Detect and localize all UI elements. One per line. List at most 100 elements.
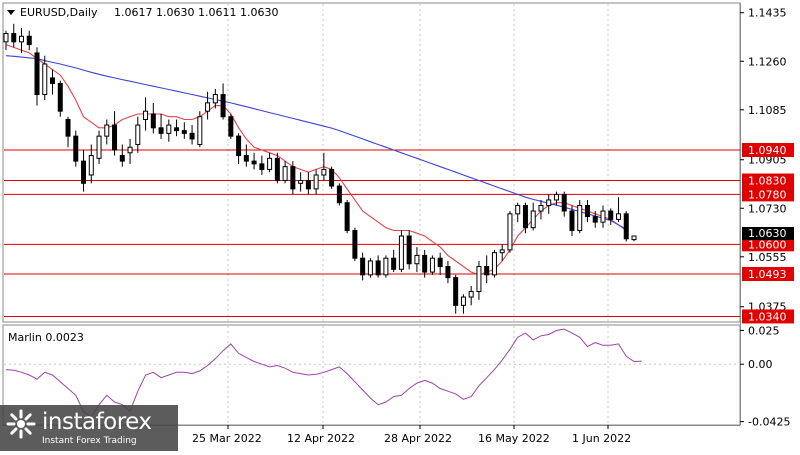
candle-body-5 (42, 63, 48, 96)
price-tick-label-4: 1.0730 (748, 202, 787, 215)
level-label-box-2 (742, 187, 794, 202)
candle-body-15 (119, 155, 125, 162)
ma-fast-line (5, 44, 627, 276)
candle-body-7 (57, 82, 63, 112)
level-label-box-3 (742, 237, 794, 252)
osc-tick-label-0: 0.025 (748, 324, 780, 337)
candle-body-49 (383, 257, 389, 276)
candle-body-55 (429, 257, 435, 273)
price-tick-label-2: 1.1085 (748, 104, 787, 117)
candle-body-9 (73, 135, 79, 162)
osc-tick-label-1: 0.00 (748, 358, 773, 371)
price-tick-label-0: 1.1435 (748, 7, 787, 20)
candle-body-34 (267, 157, 273, 170)
candle-body-41 (321, 168, 327, 176)
marlin-oscillator (4, 328, 740, 418)
candle-body-69 (538, 204, 544, 212)
candle-body-52 (406, 235, 412, 265)
level-label-4: 1.0493 (748, 268, 787, 281)
candle-body-39 (305, 180, 311, 190)
candle-body-51 (398, 235, 404, 270)
price-tick-label-5: 1.0555 (748, 251, 787, 264)
candle-body-8 (65, 119, 71, 137)
current-price-box: 1.0630 (742, 227, 794, 240)
level-label-0: 1.0940 (748, 144, 787, 157)
candle-body-78 (608, 210, 614, 220)
candle-body-14 (112, 124, 118, 151)
level-label-1: 1.0830 (748, 175, 787, 188)
candle-body-20 (158, 127, 164, 134)
candle-body-27 (212, 94, 218, 104)
candle-body-40 (313, 174, 319, 190)
candle-body-16 (127, 146, 133, 154)
candle-body-6 (50, 77, 56, 84)
candle-body-77 (600, 210, 606, 223)
candle-body-81 (631, 235, 637, 241)
candle-body-3 (26, 35, 32, 46)
candle-body-33 (259, 163, 265, 170)
price-tick-label-1: 1.1260 (748, 55, 787, 68)
candle-body-12 (96, 135, 102, 159)
candle-body-71 (553, 193, 559, 201)
level-label-box-5 (742, 309, 794, 324)
moving-averages (5, 44, 627, 276)
candle-body-47 (367, 260, 373, 276)
triangle-down-icon[interactable] (7, 10, 15, 15)
candle-body-21 (166, 124, 172, 134)
level-lines (4, 149, 740, 317)
candle-body-24 (189, 132, 195, 140)
candle-body-63 (491, 252, 497, 276)
candle-body-74 (577, 204, 583, 231)
current-price-label: 1.0630 (748, 227, 787, 240)
watermark-brand: instaforex (42, 409, 152, 435)
candle-body-31 (243, 155, 249, 162)
watermark-tagline: Instant Forex Trading (42, 436, 137, 446)
date-tick-label-0: 25 Mar 2022 (192, 432, 262, 445)
ohlc-readout: 1.0617 1.0630 1.0611 1.0630 (114, 6, 278, 19)
candle-body-37 (290, 166, 296, 190)
level-label-5: 1.0340 (748, 310, 787, 323)
candle-body-67 (522, 204, 528, 229)
candle-body-42 (329, 168, 335, 187)
candle-body-61 (476, 266, 482, 292)
candle-body-43 (336, 185, 342, 204)
candle-body-30 (236, 135, 242, 157)
level-label-3: 1.0600 (748, 238, 787, 251)
candle-body-38 (298, 180, 304, 184)
candle-body-13 (104, 124, 110, 137)
candle-body-1 (11, 33, 17, 43)
candle-body-57 (445, 266, 451, 279)
osc-tick-label-2: -0.0425 (748, 416, 790, 429)
candle-body-28 (220, 94, 226, 118)
candle-body-70 (546, 199, 552, 206)
candle-body-26 (205, 102, 211, 112)
candle-body-17 (135, 124, 141, 145)
candle-body-60 (468, 290, 474, 298)
candle-body-75 (584, 204, 590, 218)
symbol-title: EURUSD,Daily (20, 6, 98, 19)
level-label-box-4 (742, 267, 794, 282)
candle-body-50 (391, 257, 397, 270)
candle-body-25 (197, 116, 203, 145)
level-label-2: 1.0780 (748, 188, 787, 201)
candle-body-2 (19, 35, 25, 43)
candle-body-29 (228, 116, 234, 137)
date-tick-label-2: 28 Apr 2022 (384, 432, 452, 445)
candle-body-73 (569, 210, 575, 231)
candle-body-4 (34, 52, 40, 96)
candle-body-48 (375, 260, 381, 276)
oscillator-axis: 0.025 0.00 -0.0425 (740, 324, 790, 429)
candle-body-22 (174, 127, 180, 132)
candle-body-10 (81, 160, 87, 184)
candle-body-64 (499, 249, 505, 254)
ma-slow-line (5, 55, 627, 230)
candle-body-72 (561, 193, 567, 212)
candle-body-32 (251, 160, 257, 165)
candle-body-62 (484, 266, 490, 276)
candle-body-79 (615, 213, 621, 220)
candle-body-68 (530, 210, 536, 229)
indicator-label: Marlin 0.0023 (8, 331, 84, 344)
candle-body-44 (344, 202, 350, 231)
